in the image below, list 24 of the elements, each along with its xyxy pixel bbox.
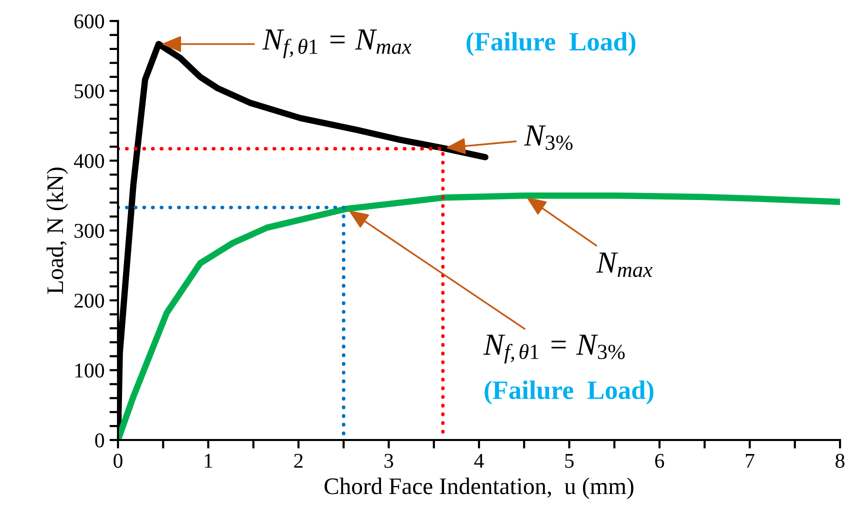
- annotation: N$_{f,θ1}$ = N$_{max}$: [262, 30, 412, 58]
- y-axis-title: Load, N (kN): [46, 168, 68, 294]
- annotation: N$_{max}$: [596, 252, 652, 278]
- y-tick-label: 400: [74, 154, 104, 168]
- x-tick-label: 1: [204, 454, 212, 468]
- x-tick-label: 3: [384, 454, 394, 468]
- y-tick-label: 0: [95, 433, 104, 448]
- x-tick-label: 6: [655, 454, 664, 468]
- annotation: (Failure Load): [484, 380, 654, 404]
- y-tick-label: 100: [75, 364, 104, 378]
- y-tick-label: 600: [74, 14, 104, 28]
- y-tick-label: 200: [74, 294, 104, 308]
- x-tick-label: 2: [294, 454, 303, 468]
- x-axis-title: Chord Face Indentation, u (mm): [324, 478, 634, 500]
- x-tick-label: 0: [114, 454, 122, 468]
- x-tick-label: 4: [474, 454, 484, 468]
- annotation: (Failure Load): [466, 32, 636, 56]
- x-tick-label: 5: [565, 454, 574, 468]
- annotation: N$_{f,θ1}$ = N$_{3%}$: [483, 334, 625, 364]
- annotation: N$_{3%}$: [524, 126, 573, 150]
- y-tick-label: 300: [74, 224, 104, 238]
- x-tick-label: 8: [836, 454, 844, 468]
- y-tick-label: 500: [74, 84, 104, 98]
- x-tick-label: 7: [746, 454, 754, 468]
